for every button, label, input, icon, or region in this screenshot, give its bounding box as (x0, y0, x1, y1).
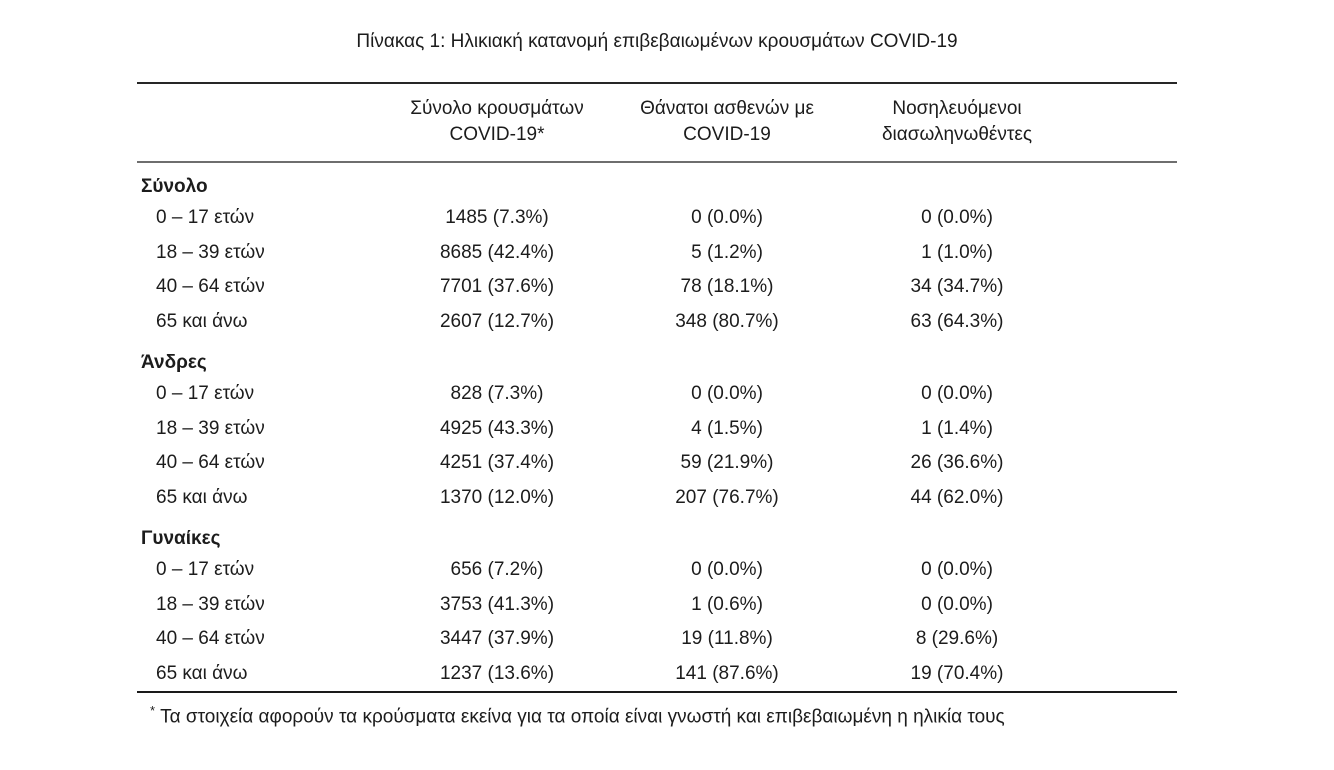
spacer-cell (1072, 236, 1177, 271)
intubated-cell: 0 (0.0%) (921, 593, 993, 615)
cases-cell: 4251 (37.4%) (439, 452, 555, 474)
spacer-cell (1072, 553, 1177, 588)
section-label: Άνδρες (141, 352, 207, 373)
table-row: 18 – 39 ετών 8685 (42.4%) 5 (1.2%) 1 (1.… (137, 236, 1177, 271)
cases-cell: 3753 (41.3%) (439, 593, 555, 615)
cases-cell: 4925 (43.3%) (439, 417, 555, 439)
table-row: 40 – 64 ετών 7701 (37.6%) 78 (18.1%) 34 … (137, 270, 1177, 305)
table-body: Σύνολο 0 – 17 ετών 1485 (7.3%) 0 (0.0%) … (137, 162, 1177, 692)
table-row: 65 και άνω 2607 (12.7%) 348 (80.7%) 63 (… (137, 305, 1177, 340)
covid-age-distribution-table: Σύνολο κρουσμάτων COVID-19* Θάνατοι ασθε… (137, 82, 1177, 693)
spacer-cell (1072, 588, 1177, 623)
deaths-cell: 78 (18.1%) (680, 276, 774, 298)
age-group-label: 18 – 39 ετών (156, 593, 265, 615)
spacer-cell (1072, 270, 1177, 305)
spacer-cell (1072, 657, 1177, 693)
table-container: Πίνακας 1: Ηλικιακή κατανομή επιβεβαιωμέ… (137, 0, 1177, 730)
deaths-cell: 4 (1.5%) (691, 417, 763, 439)
table-row: 40 – 64 ετών 4251 (37.4%) 59 (21.9%) 26 … (137, 446, 1177, 481)
spacer-cell (1072, 481, 1177, 516)
footnote-asterisk-marker: * (150, 703, 156, 718)
section-header-row-total: Σύνολο (137, 162, 1177, 201)
column-header-line: Θάνατοι ασθενών με (640, 98, 814, 119)
age-group-label: 0 – 17 ετών (156, 207, 255, 229)
section-header-row-men: Άνδρες (137, 339, 1177, 377)
table-row: 18 – 39 ετών 3753 (41.3%) 1 (0.6%) 0 (0.… (137, 588, 1177, 623)
deaths-cell: 19 (11.8%) (681, 628, 773, 650)
age-group-label: 40 – 64 ετών (156, 452, 265, 474)
table-row: 0 – 17 ετών 1485 (7.3%) 0 (0.0%) 0 (0.0%… (137, 201, 1177, 236)
age-group-label: 18 – 39 ετών (156, 417, 265, 439)
deaths-cell: 0 (0.0%) (691, 383, 763, 405)
spacer-cell (1072, 201, 1177, 236)
intubated-cell: 19 (70.4%) (910, 662, 1004, 684)
section-label: Σύνολο (141, 176, 208, 197)
deaths-cell: 207 (76.7%) (675, 486, 779, 508)
age-group-label: 0 – 17 ετών (156, 383, 255, 405)
spacer-cell (1072, 446, 1177, 481)
spacer-cell (1072, 412, 1177, 447)
table-row: 0 – 17 ετών 828 (7.3%) 0 (0.0%) 0 (0.0%) (137, 377, 1177, 412)
table-row: 0 – 17 ετών 656 (7.2%) 0 (0.0%) 0 (0.0%) (137, 553, 1177, 588)
intubated-cell: 63 (64.3%) (910, 310, 1004, 332)
row-label-column-header (137, 83, 382, 163)
cases-cell: 2607 (12.7%) (439, 310, 555, 332)
intubated-cell: 1 (1.0%) (921, 241, 993, 263)
cases-cell: 7701 (37.6%) (439, 276, 555, 298)
spacer-column-header (1072, 83, 1177, 163)
table-row: 65 και άνω 1237 (13.6%) 141 (87.6%) 19 (… (137, 657, 1177, 693)
deaths-cell: 5 (1.2%) (691, 241, 763, 263)
deaths-cell: 0 (0.0%) (691, 207, 763, 229)
deaths-cell: 141 (87.6%) (675, 662, 779, 684)
cases-cell: 1485 (7.3%) (445, 207, 549, 229)
section-label: Γυναίκες (141, 528, 221, 549)
age-group-label: 65 και άνω (156, 486, 248, 508)
intubated-cell: 34 (34.7%) (910, 276, 1004, 298)
spacer-cell (1072, 377, 1177, 412)
header-row: Σύνολο κρουσμάτων COVID-19* Θάνατοι ασθε… (137, 83, 1177, 163)
intubated-cell: 0 (0.0%) (921, 559, 993, 581)
table-footnote: * Τα στοιχεία αφορούν τα κρούσματα εκείνα… (137, 698, 1177, 730)
column-header-line: Νοσηλευόμενοι (892, 98, 1022, 119)
cases-cell: 656 (7.2%) (450, 559, 544, 581)
column-header-intubated: Νοσηλευόμενοι διασωληνωθέντες (842, 83, 1072, 163)
cases-cell: 8685 (42.4%) (439, 241, 555, 263)
spacer-cell (1072, 305, 1177, 340)
section-header-row-women: Γυναίκες (137, 515, 1177, 553)
deaths-cell: 348 (80.7%) (675, 310, 779, 332)
age-group-label: 18 – 39 ετών (156, 241, 265, 263)
footnote-text: Τα στοιχεία αφορούν τα κρούσματα εκείνα … (160, 706, 1005, 728)
deaths-cell: 0 (0.0%) (691, 559, 763, 581)
table-row: 18 – 39 ετών 4925 (43.3%) 4 (1.5%) 1 (1.… (137, 412, 1177, 447)
column-header-total-cases: Σύνολο κρουσμάτων COVID-19* (382, 83, 612, 163)
cases-cell: 1237 (13.6%) (439, 662, 555, 684)
table-title: Πίνακας 1: Ηλικιακή κατανομή επιβεβαιωμέ… (356, 31, 958, 52)
deaths-cell: 1 (0.6%) (691, 593, 763, 615)
column-header-line: διασωληνωθέντες (881, 124, 1033, 145)
spacer-cell (1072, 622, 1177, 657)
table-header: Σύνολο κρουσμάτων COVID-19* Θάνατοι ασθε… (137, 83, 1177, 163)
intubated-cell: 0 (0.0%) (921, 383, 993, 405)
intubated-cell: 0 (0.0%) (921, 207, 993, 229)
column-header-line: COVID-19 (683, 124, 771, 145)
table-row: 65 και άνω 1370 (12.0%) 207 (76.7%) 44 (… (137, 481, 1177, 516)
deaths-cell: 59 (21.9%) (680, 452, 774, 474)
column-header-deaths: Θάνατοι ασθενών με COVID-19 (612, 83, 842, 163)
intubated-cell: 44 (62.0%) (910, 486, 1004, 508)
table-row: 40 – 64 ετών 3447 (37.9%) 19 (11.8%) 8 (… (137, 622, 1177, 657)
cases-cell: 3447 (37.9%) (439, 628, 555, 650)
intubated-cell: 8 (29.6%) (915, 628, 999, 650)
age-group-label: 40 – 64 ετών (156, 628, 265, 650)
age-group-label: 40 – 64 ετών (156, 276, 265, 298)
age-group-label: 65 και άνω (156, 662, 248, 684)
cases-cell: 1370 (12.0%) (439, 486, 555, 508)
intubated-cell: 26 (36.6%) (910, 452, 1004, 474)
age-group-label: 0 – 17 ετών (156, 559, 255, 581)
column-header-line: COVID-19* (449, 124, 545, 145)
intubated-cell: 1 (1.4%) (921, 417, 993, 439)
cases-cell: 828 (7.3%) (450, 383, 544, 405)
age-group-label: 65 και άνω (156, 310, 248, 332)
column-header-line: Σύνολο κρουσμάτων (410, 98, 584, 119)
